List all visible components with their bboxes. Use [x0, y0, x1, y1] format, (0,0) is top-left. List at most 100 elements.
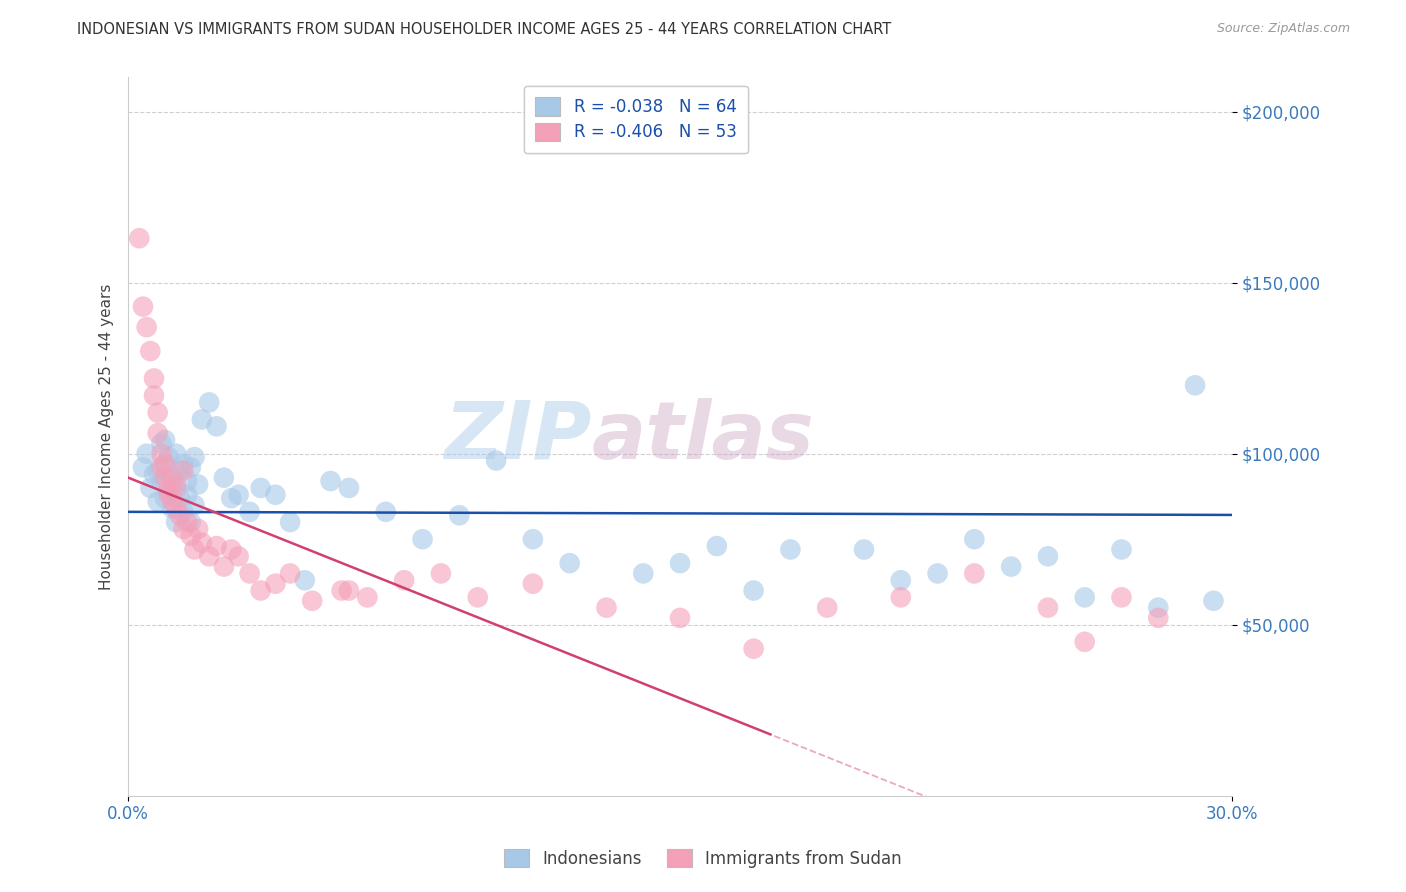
Point — [162, 501, 184, 516]
Point — [278, 566, 301, 581]
Point — [165, 447, 187, 461]
Point — [1036, 600, 1059, 615]
Point — [150, 474, 173, 488]
Point — [180, 515, 202, 529]
Point — [742, 583, 765, 598]
Point — [330, 583, 353, 598]
Point — [191, 412, 214, 426]
Point — [449, 508, 471, 523]
Point — [963, 533, 986, 547]
Point — [146, 406, 169, 420]
Point — [165, 515, 187, 529]
Point — [927, 566, 949, 581]
Point — [212, 559, 235, 574]
Point — [558, 556, 581, 570]
Text: ZIP: ZIP — [444, 398, 592, 475]
Point — [132, 300, 155, 314]
Point — [150, 436, 173, 450]
Point — [374, 505, 396, 519]
Legend: R = -0.038   N = 64, R = -0.406   N = 53: R = -0.038 N = 64, R = -0.406 N = 53 — [523, 86, 748, 153]
Point — [183, 498, 205, 512]
Point — [742, 641, 765, 656]
Point — [522, 576, 544, 591]
Point — [150, 447, 173, 461]
Point — [485, 453, 508, 467]
Point — [228, 488, 250, 502]
Point — [169, 508, 191, 523]
Point — [228, 549, 250, 564]
Point — [198, 549, 221, 564]
Point — [669, 611, 692, 625]
Point — [212, 470, 235, 484]
Point — [146, 464, 169, 478]
Point — [157, 481, 180, 495]
Point — [219, 491, 242, 505]
Point — [319, 474, 342, 488]
Point — [153, 457, 176, 471]
Point — [890, 591, 912, 605]
Point — [706, 539, 728, 553]
Point — [183, 450, 205, 464]
Point — [963, 566, 986, 581]
Point — [169, 464, 191, 478]
Point — [143, 388, 166, 402]
Point — [143, 467, 166, 482]
Point — [1184, 378, 1206, 392]
Point — [157, 450, 180, 464]
Point — [135, 447, 157, 461]
Point — [852, 542, 875, 557]
Point — [239, 505, 262, 519]
Point — [165, 477, 187, 491]
Point — [337, 583, 360, 598]
Point — [356, 591, 378, 605]
Point — [150, 460, 173, 475]
Point — [1147, 611, 1170, 625]
Point — [139, 481, 162, 495]
Point — [1147, 600, 1170, 615]
Point — [430, 566, 453, 581]
Point — [146, 426, 169, 441]
Point — [165, 481, 187, 495]
Point — [187, 522, 209, 536]
Point — [890, 574, 912, 588]
Point — [264, 576, 287, 591]
Point — [169, 491, 191, 505]
Point — [392, 574, 415, 588]
Point — [153, 457, 176, 471]
Point — [162, 494, 184, 508]
Text: Source: ZipAtlas.com: Source: ZipAtlas.com — [1216, 22, 1350, 36]
Point — [301, 594, 323, 608]
Point — [139, 344, 162, 359]
Point — [205, 419, 228, 434]
Point — [153, 470, 176, 484]
Point — [165, 501, 187, 516]
Point — [1073, 591, 1095, 605]
Point — [162, 474, 184, 488]
Point — [779, 542, 801, 557]
Point — [162, 470, 184, 484]
Point — [172, 522, 194, 536]
Point — [132, 460, 155, 475]
Point — [128, 231, 150, 245]
Point — [180, 529, 202, 543]
Point — [176, 488, 198, 502]
Point — [135, 320, 157, 334]
Point — [176, 515, 198, 529]
Point — [153, 433, 176, 447]
Point — [198, 395, 221, 409]
Point — [595, 600, 617, 615]
Point — [205, 539, 228, 553]
Point — [153, 491, 176, 505]
Text: INDONESIAN VS IMMIGRANTS FROM SUDAN HOUSEHOLDER INCOME AGES 25 - 44 YEARS CORREL: INDONESIAN VS IMMIGRANTS FROM SUDAN HOUS… — [77, 22, 891, 37]
Point — [669, 556, 692, 570]
Point — [249, 481, 271, 495]
Point — [522, 533, 544, 547]
Point — [157, 488, 180, 502]
Point — [337, 481, 360, 495]
Point — [249, 583, 271, 598]
Point — [146, 494, 169, 508]
Point — [278, 515, 301, 529]
Point — [412, 533, 434, 547]
Point — [172, 505, 194, 519]
Point — [1111, 591, 1133, 605]
